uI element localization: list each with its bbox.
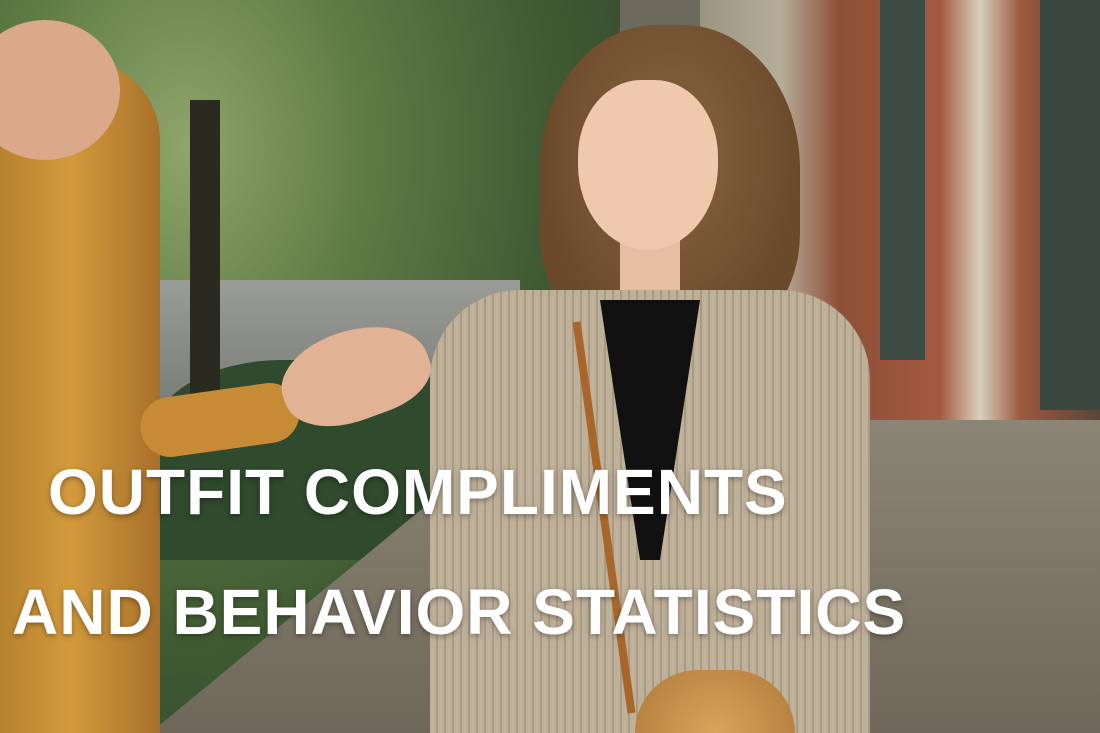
headline-line-1: OUTFIT COMPLIMENTS [48, 456, 788, 528]
building-window [1040, 0, 1100, 410]
woman-smiling-face [578, 80, 718, 250]
building-window [880, 0, 925, 360]
tree-trunk [190, 100, 220, 420]
man-head [0, 20, 120, 160]
headline: OUTFIT COMPLIMENTS AND BEHAVIOR STATISTI… [0, 432, 1100, 672]
headline-line-2: AND BEHAVIOR STATISTICS [12, 576, 907, 648]
man-in-mustard-jacket [0, 20, 160, 733]
